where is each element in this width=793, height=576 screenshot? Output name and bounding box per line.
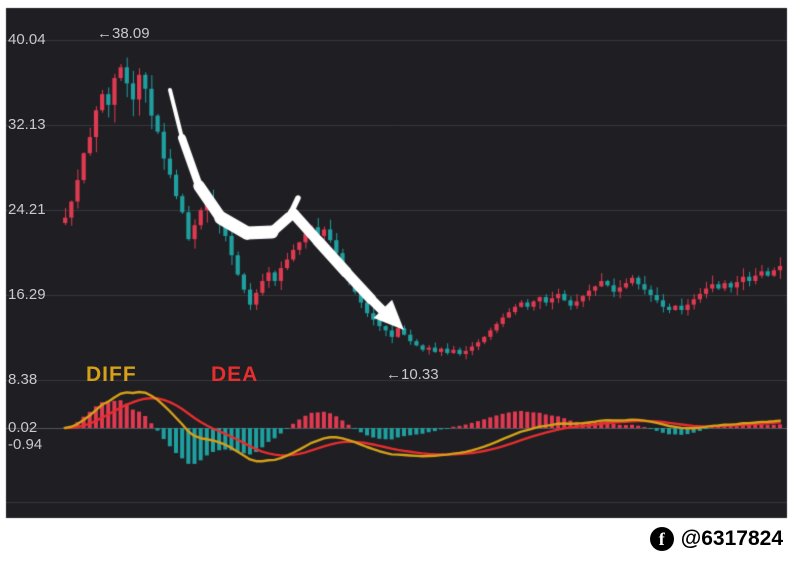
price-axis-label: 16.29 xyxy=(8,286,46,303)
price-axis-label: 32.13 xyxy=(8,116,46,133)
price-axis-label: 40.04 xyxy=(8,31,46,48)
peak-price-annotation: ←38.09 xyxy=(97,25,150,42)
macd-axis-label: 0.02 xyxy=(8,419,38,436)
trough-price-annotation: ←10.33 xyxy=(386,366,439,383)
dea-legend: DEA xyxy=(211,363,259,386)
watermark: f @6317824 xyxy=(649,527,783,551)
watermark-handle: @6317824 xyxy=(680,527,783,550)
diff-legend: DIFF xyxy=(86,363,137,386)
price-axis-label: 8.38 xyxy=(8,371,38,388)
facebook-icon: f xyxy=(649,527,674,551)
price-axis-label: 24.21 xyxy=(8,201,46,218)
macd-axis-label: -0.94 xyxy=(8,436,43,453)
